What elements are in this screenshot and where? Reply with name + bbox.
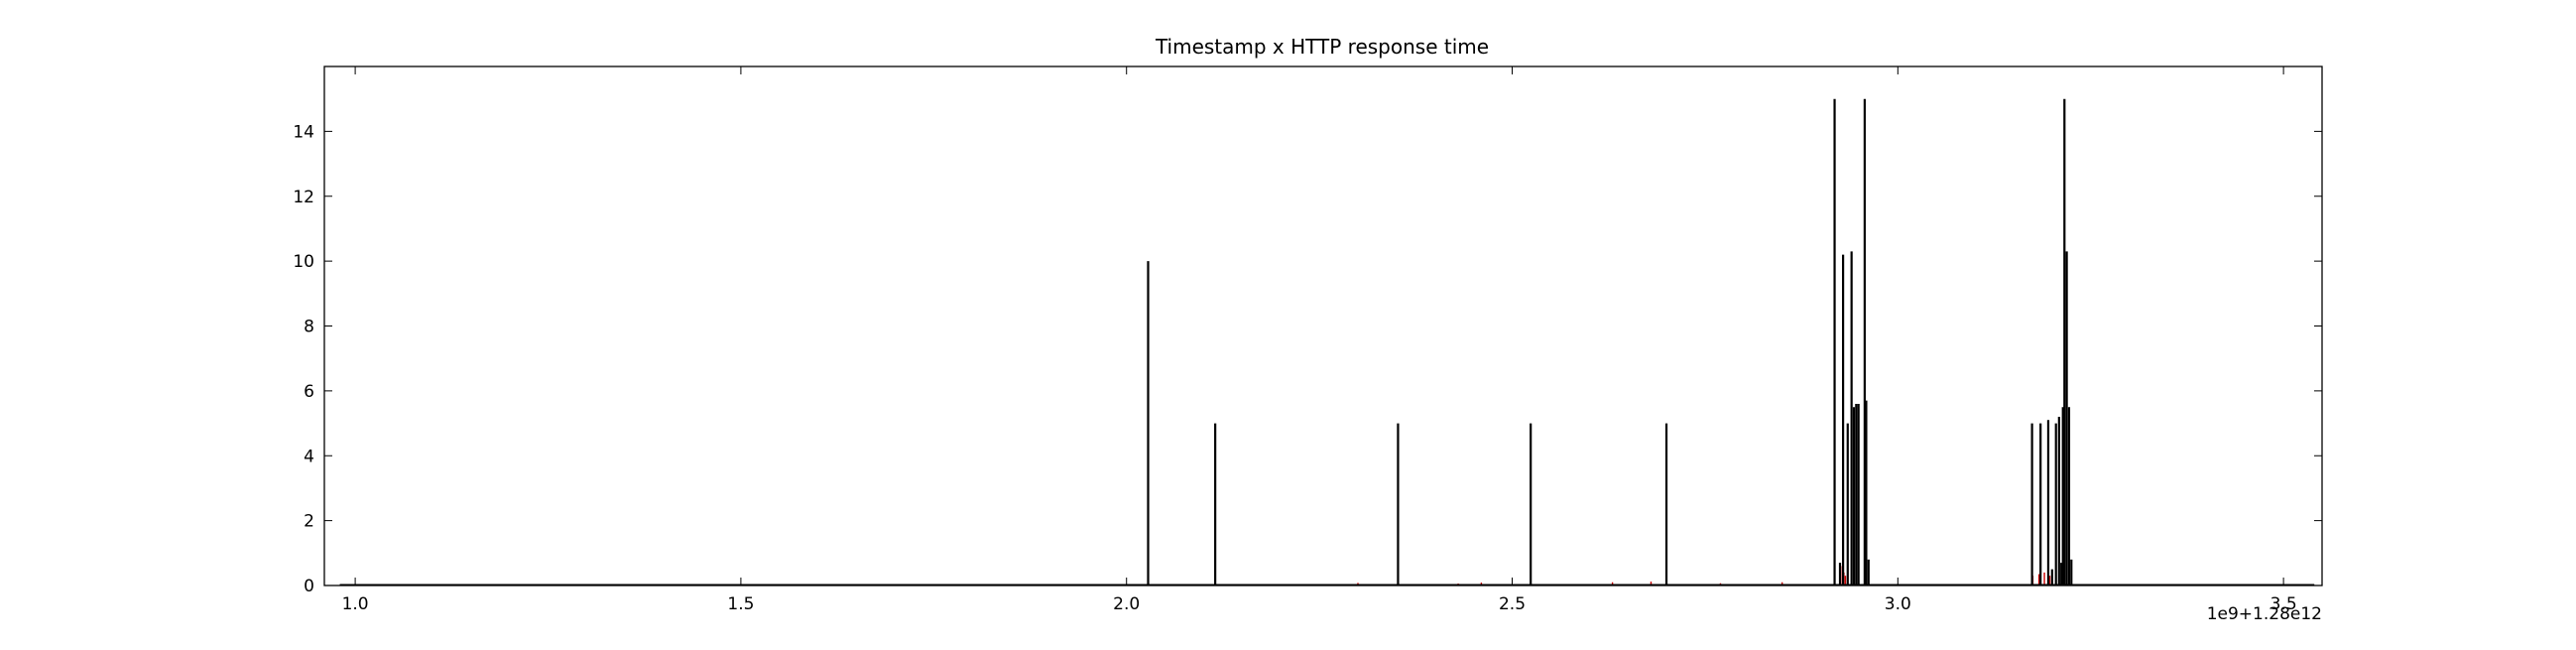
y-tick-label: 2	[304, 512, 314, 532]
x-axis-offset-label: 1e9+1.28e12	[2207, 604, 2322, 624]
x-tick-label: 3.0	[1885, 594, 1911, 614]
series-layer	[339, 98, 2315, 586]
ticks-layer: 1.0 1.5 2.0 2.5 3.0 3.5 0 2 4 6 8 10 12 14	[293, 66, 2322, 614]
x-tick-label: 1.0	[342, 594, 369, 614]
y-tick-label: 8	[304, 318, 314, 337]
x-tick-label: 1.5	[727, 594, 754, 614]
y-tick-label: 6	[304, 382, 314, 402]
plot-area-frame	[323, 65, 2323, 586]
x-tick-label: 2.5	[1499, 594, 1526, 614]
y-tick-label: 14	[293, 122, 314, 142]
chart-title: Timestamp x HTTP response time	[1155, 35, 1489, 59]
y-tick-label: 0	[304, 577, 314, 596]
x-tick-label: 3.5	[2270, 594, 2297, 614]
y-tick-label: 10	[293, 252, 314, 272]
y-tick-label: 4	[304, 447, 314, 466]
y-tick-label: 12	[293, 188, 314, 207]
x-tick-label: 2.0	[1113, 594, 1140, 614]
